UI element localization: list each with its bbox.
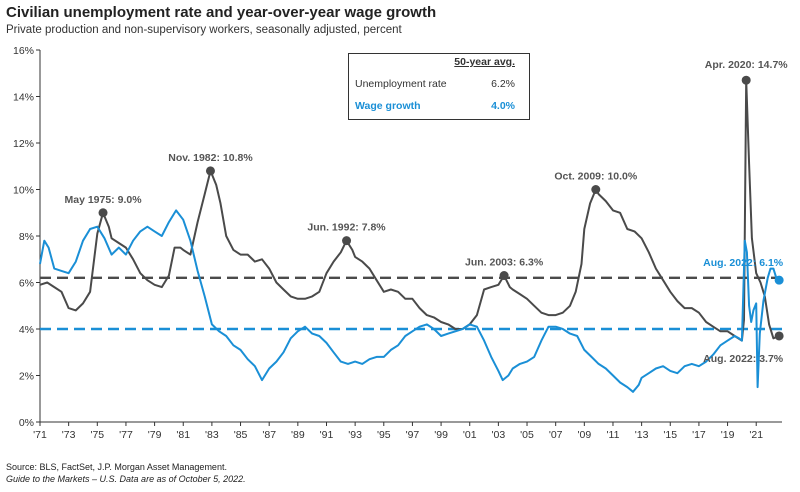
x-tick-label: '91 <box>320 429 334 441</box>
y-tick-label: 0% <box>19 417 34 429</box>
x-tick-label: '09 <box>577 429 591 441</box>
x-tick-label: '89 <box>291 429 305 441</box>
x-tick-label: '79 <box>148 429 162 441</box>
legend-wage-avg: 4.0% <box>491 100 515 112</box>
y-tick-label: 6% <box>19 278 34 290</box>
series-layer <box>39 79 780 393</box>
x-tick-label: '99 <box>434 429 448 441</box>
x-tick-label: '03 <box>492 429 506 441</box>
y-axis: 0% 2% 4% 6% 8% 10% 12% 14% 16% <box>13 45 41 429</box>
annotation-label: Nov. 1982: 10.8% <box>168 152 253 164</box>
x-tick-label: '93 <box>348 429 362 441</box>
chart-subtitle: Private production and non-supervisory w… <box>6 24 402 36</box>
legend-header: 50-year avg. <box>454 56 515 68</box>
x-tick-label: '75 <box>90 429 104 441</box>
x-tick-label: '85 <box>234 429 248 441</box>
x-axis: '71 '73 '75 '77 '79 '81 '83 '85 '87 '89 '91 '93 '95 '… <box>33 421 782 441</box>
annotation-label: Apr. 2020: 14.7% <box>705 59 789 71</box>
annotation-label: Oct. 2009: 10.0% <box>554 171 638 183</box>
x-tick-label: '05 <box>520 429 534 441</box>
unemployment-point-marker <box>499 271 509 281</box>
annotation-label: Jun. 1992: 7.8% <box>307 222 386 234</box>
x-tick-label: '87 <box>262 429 276 441</box>
x-tick-label: '21 <box>749 429 763 441</box>
averages-legend: 50-year avg. Unemployment rate 6.2% Wage… <box>348 53 530 120</box>
chart-title: Civilian unemployment rate and year-over… <box>6 4 437 21</box>
y-tick-label: 12% <box>13 138 34 150</box>
data-date-note: Guide to the Markets – U.S. Data are as … <box>6 474 246 484</box>
y-tick-label: 2% <box>19 371 34 383</box>
unemployment-point-marker <box>205 166 215 176</box>
wage-growth-line <box>39 209 780 393</box>
x-tick-label: '71 <box>33 429 47 441</box>
x-tick-label: '11 <box>607 429 620 441</box>
y-tick-label: 10% <box>13 185 34 197</box>
annotation-label: Aug. 2022: 6.1% <box>703 257 784 269</box>
legend-row-unemployment: Unemployment rate 6.2% <box>355 78 515 90</box>
annotation-label: May 1975: 9.0% <box>64 194 142 206</box>
y-tick-label: 4% <box>19 324 34 336</box>
x-tick-label: '73 <box>62 429 76 441</box>
unemployment-point-marker <box>342 236 352 246</box>
x-tick-label: '17 <box>692 429 706 441</box>
x-tick-label: '07 <box>549 429 563 441</box>
unemployment-point-marker <box>98 208 108 218</box>
x-tick-label: '95 <box>377 429 391 441</box>
source-note: Source: BLS, FactSet, J.P. Morgan Asset … <box>6 462 227 472</box>
legend-wage-label: Wage growth <box>355 100 421 112</box>
unemployment-point-marker <box>741 75 751 85</box>
x-tick-label: '97 <box>406 429 420 441</box>
average-lines <box>40 276 782 331</box>
annotation-markers: May 1975: 9.0% Nov. 1982: 10.8% Jun. 1992:… <box>64 59 788 365</box>
x-tick-label: '83 <box>205 429 219 441</box>
unemployment-point-marker <box>774 331 784 341</box>
x-tick-label: '81 <box>176 429 190 441</box>
x-tick-label: '77 <box>119 429 133 441</box>
x-tick-label: '13 <box>635 429 649 441</box>
y-tick-label: 16% <box>13 45 34 57</box>
unemployment-point-marker <box>591 185 601 194</box>
wage-point-marker <box>774 275 784 285</box>
legend-row-wage: Wage growth 4.0% <box>355 100 515 112</box>
y-tick-label: 8% <box>19 231 34 243</box>
annotation-label: Aug. 2022: 3.7% <box>703 353 784 365</box>
y-tick-label: 14% <box>13 92 34 104</box>
annotation-label: Jun. 2003: 6.3% <box>465 257 544 269</box>
unemployment-rate-line <box>39 79 780 342</box>
legend-unemployment-label: Unemployment rate <box>355 78 447 90</box>
x-tick-label: '01 <box>463 429 477 441</box>
x-tick-label: '19 <box>721 429 735 441</box>
x-tick-label: '15 <box>663 429 677 441</box>
legend-unemployment-avg: 6.2% <box>491 78 515 90</box>
footer: Source: BLS, FactSet, J.P. Morgan Asset … <box>6 461 246 485</box>
